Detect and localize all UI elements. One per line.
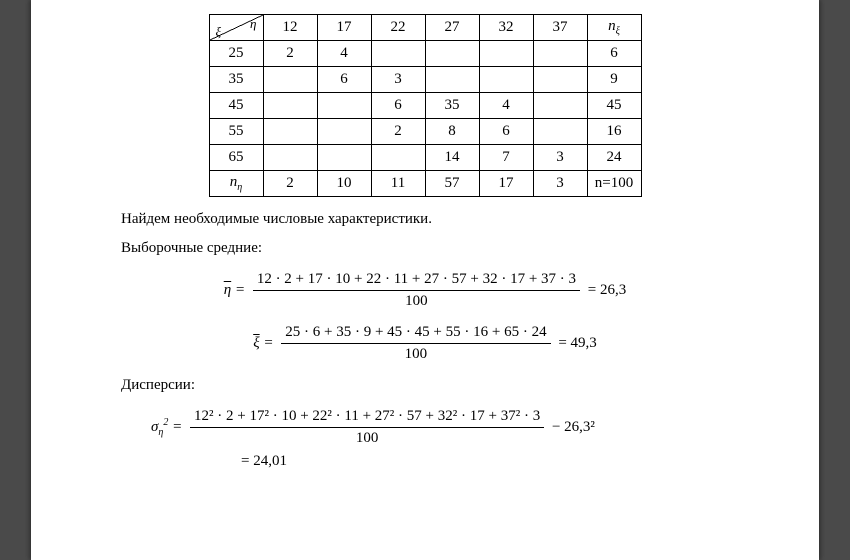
table-footer-row: nη 2 10 11 57 17 3 n=100 xyxy=(209,171,641,197)
cell: 6 xyxy=(479,119,533,145)
eta-bar-lhs: η = xyxy=(224,282,245,299)
cell xyxy=(479,67,533,93)
eta-mean-formula: η = 12 · 2 + 17 · 10 + 22 · 11 + 27 · 57… xyxy=(121,271,729,310)
col-sum: 11 xyxy=(371,171,425,197)
xi-label: ξ xyxy=(216,24,222,40)
numerator: 25 · 6 + 35 · 9 + 45 · 45 + 55 · 16 + 65… xyxy=(281,324,550,344)
cell: 6 xyxy=(317,67,371,93)
cell xyxy=(533,93,587,119)
fraction: 12 · 2 + 17 · 10 + 22 · 11 + 27 · 57 + 3… xyxy=(253,271,580,310)
table-row: 45 6 35 4 45 xyxy=(209,93,641,119)
cell: 2 xyxy=(263,41,317,67)
row-sum: 16 xyxy=(587,119,641,145)
cell xyxy=(533,67,587,93)
cell xyxy=(263,145,317,171)
fraction: 12² · 2 + 17² · 10 + 22² · 11 + 27² · 57… xyxy=(190,408,544,447)
row-label: 55 xyxy=(209,119,263,145)
col-sum: 17 xyxy=(479,171,533,197)
numerator: 12 · 2 + 17 · 10 + 22 · 11 + 27 · 57 + 3… xyxy=(253,271,580,291)
col-header: 32 xyxy=(479,15,533,41)
cell xyxy=(371,41,425,67)
denominator: 100 xyxy=(281,344,550,363)
col-header: 37 xyxy=(533,15,587,41)
table-row: 25 2 4 6 xyxy=(209,41,641,67)
cell: 7 xyxy=(479,145,533,171)
row-label: 35 xyxy=(209,67,263,93)
cell xyxy=(533,41,587,67)
cell xyxy=(263,119,317,145)
eta-label: η xyxy=(250,16,256,32)
tail: − 26,3² xyxy=(552,419,595,436)
xi-bar-lhs: ξ = xyxy=(253,335,273,352)
row-sum-header: nξ xyxy=(587,15,641,41)
cell: 3 xyxy=(371,67,425,93)
col-header: 17 xyxy=(317,15,371,41)
col-header: 22 xyxy=(371,15,425,41)
col-header: 27 xyxy=(425,15,479,41)
row-sum: 24 xyxy=(587,145,641,171)
numerator: 12² · 2 + 17² · 10 + 22² · 11 + 27² · 57… xyxy=(190,408,544,428)
row-label: 65 xyxy=(209,145,263,171)
col-sum-label: nη xyxy=(209,171,263,197)
total-n: n=100 xyxy=(587,171,641,197)
cell: 6 xyxy=(371,93,425,119)
row-sum: 6 xyxy=(587,41,641,67)
col-sum: 2 xyxy=(263,171,317,197)
variance-result: = 24,01 xyxy=(241,453,729,470)
row-label: 45 xyxy=(209,93,263,119)
paragraph-3: Дисперсии: xyxy=(121,377,729,394)
cell xyxy=(317,119,371,145)
row-sum: 9 xyxy=(587,67,641,93)
sigma-lhs: ση2 = xyxy=(151,417,182,438)
document-page: η ξ 12 17 22 27 32 37 nξ 25 2 4 6 35 6 3 xyxy=(31,0,819,560)
cell xyxy=(317,93,371,119)
correlation-table: η ξ 12 17 22 27 32 37 nξ 25 2 4 6 35 6 3 xyxy=(209,14,642,197)
col-sum: 10 xyxy=(317,171,371,197)
eta-variance-formula: ση2 = 12² · 2 + 17² · 10 + 22² · 11 + 27… xyxy=(151,408,729,470)
denominator: 100 xyxy=(253,291,580,310)
table-header-row: η ξ 12 17 22 27 32 37 nξ xyxy=(209,15,641,41)
paragraph-1: Найдем необходимые числовые характеристи… xyxy=(121,211,729,228)
result: = 49,3 xyxy=(558,335,596,352)
cell xyxy=(425,41,479,67)
col-sum: 57 xyxy=(425,171,479,197)
diagonal-header-cell: η ξ xyxy=(209,15,263,41)
table-row: 65 14 7 3 24 xyxy=(209,145,641,171)
cell xyxy=(263,67,317,93)
fraction: 25 · 6 + 35 · 9 + 45 · 45 + 55 · 16 + 65… xyxy=(281,324,550,363)
row-sum: 45 xyxy=(587,93,641,119)
table-row: 35 6 3 9 xyxy=(209,67,641,93)
cell xyxy=(533,119,587,145)
paragraph-2: Выборочные средние: xyxy=(121,240,729,257)
cell xyxy=(317,145,371,171)
row-label: 25 xyxy=(209,41,263,67)
cell: 35 xyxy=(425,93,479,119)
cell xyxy=(371,145,425,171)
cell xyxy=(263,93,317,119)
result: = 26,3 xyxy=(588,282,626,299)
cell: 4 xyxy=(317,41,371,67)
cell: 2 xyxy=(371,119,425,145)
cell: 3 xyxy=(533,145,587,171)
col-header: 12 xyxy=(263,15,317,41)
cell: 8 xyxy=(425,119,479,145)
table-row: 55 2 8 6 16 xyxy=(209,119,641,145)
cell xyxy=(479,41,533,67)
xi-mean-formula: ξ = 25 · 6 + 35 · 9 + 45 · 45 + 55 · 16 … xyxy=(121,324,729,363)
col-sum: 3 xyxy=(533,171,587,197)
cell: 14 xyxy=(425,145,479,171)
denominator: 100 xyxy=(190,428,544,447)
cell xyxy=(425,67,479,93)
cell: 4 xyxy=(479,93,533,119)
